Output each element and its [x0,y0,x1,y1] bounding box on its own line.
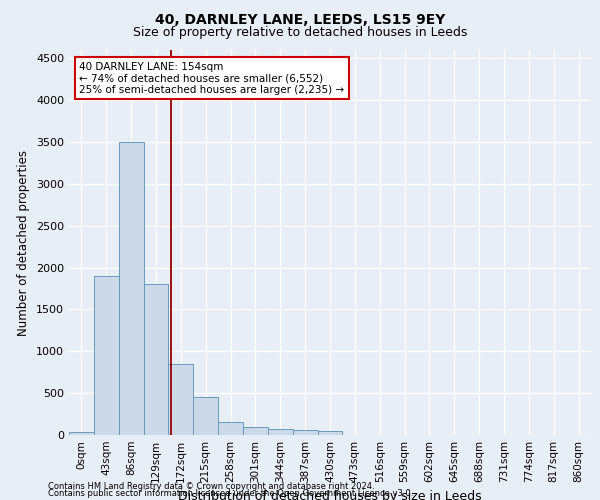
Bar [268,428,293,435]
Text: Contains public sector information licensed under the Open Government Licence v3: Contains public sector information licen… [48,490,413,498]
Bar [293,430,317,435]
Text: Size of property relative to detached houses in Leeds: Size of property relative to detached ho… [133,26,467,39]
Bar [243,426,268,435]
Bar [317,431,343,435]
Bar [94,276,119,435]
Text: 40, DARNLEY LANE, LEEDS, LS15 9EY: 40, DARNLEY LANE, LEEDS, LS15 9EY [155,12,445,26]
Bar [169,364,193,435]
Text: Contains HM Land Registry data © Crown copyright and database right 2024.: Contains HM Land Registry data © Crown c… [48,482,374,491]
Text: 40 DARNLEY LANE: 154sqm
← 74% of detached houses are smaller (6,552)
25% of semi: 40 DARNLEY LANE: 154sqm ← 74% of detache… [79,62,344,95]
Bar [143,284,169,435]
Y-axis label: Number of detached properties: Number of detached properties [17,150,31,336]
Bar [119,142,143,435]
Bar [69,432,94,435]
Bar [193,398,218,435]
X-axis label: Distribution of detached houses by size in Leeds: Distribution of detached houses by size … [178,490,482,500]
Bar [218,422,243,435]
